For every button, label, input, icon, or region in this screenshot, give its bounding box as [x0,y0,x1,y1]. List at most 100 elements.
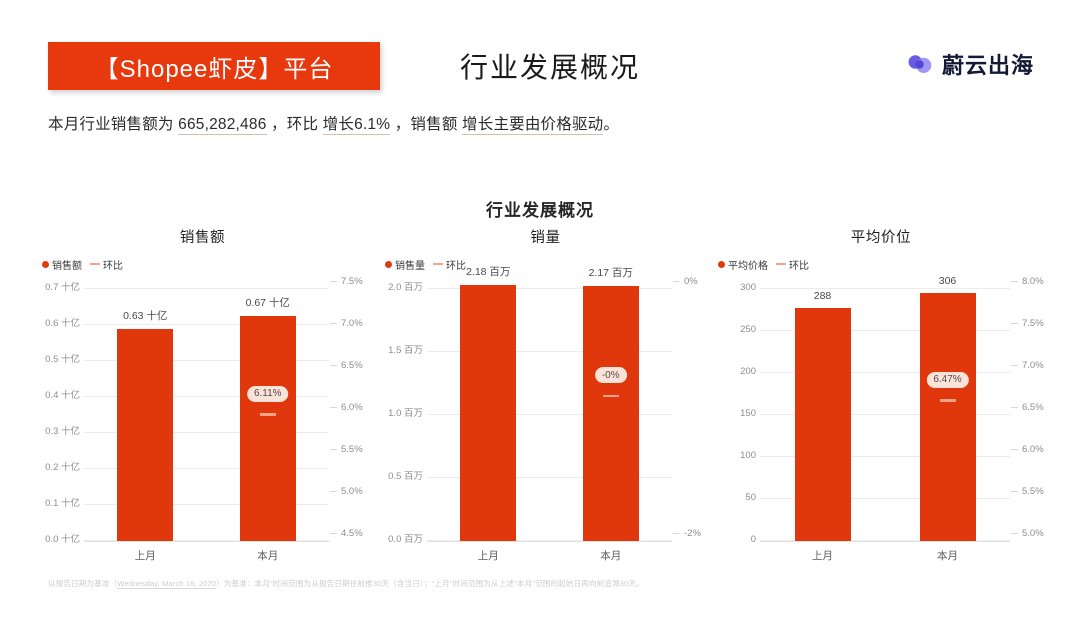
y-axis-tick-label: 0.0 十亿 [45,534,80,545]
summary-sentence: 本月行业销售额为 665,282,486 ，环比 增长6.1% ，销售额 增长主… [48,112,620,135]
y-axis-tick-label: 250 [740,324,756,335]
bar[interactable] [794,307,851,542]
legend-label: 销售量 [395,260,425,272]
bar-group: 0.63 十亿 0.67 十亿 6.11% [84,278,329,542]
grid-line [427,351,672,352]
bar[interactable] [919,293,976,542]
chart-plot-area: 0.7 十亿 0.6 十亿 0.5 十亿 0.4 十亿 0.3 十亿 0.2 十亿 0.1 … [30,277,375,562]
footnote-part1: 以报告日期为基准（ [48,579,118,588]
bar[interactable] [460,284,517,542]
y-axis-tick-label: 0.7 十亿 [45,282,80,293]
grid-line [760,330,1010,331]
legend-label: 平均价格 [728,260,768,272]
y-axis-tick-label: 1.5 百万 [388,345,423,356]
grid-line [84,432,329,433]
y2-axis-tick-label: 7.0% [1011,361,1056,371]
bar-group: 288 306 6.47% [760,275,1010,542]
bar-value-label: 0.67 十亿 [245,296,290,309]
bar[interactable] [117,329,174,542]
y2-axis-tick-label: 7.5% [1011,319,1056,329]
brand-logo: 蔚云出海 [906,48,1034,80]
summary-total-sales: 665,282,486 [178,116,267,135]
platform-banner-label: 【Shopee虾皮】平台 [94,55,334,83]
legend-dash-icon [433,263,443,265]
chart-legend: 平均价格 环比 [718,256,1056,272]
y2-axis-tick-label: 0% [673,277,718,287]
growth-line-marker [939,399,956,402]
chart-panel-sales-volume: 销量 销售量 环比 2.0 百万 1.5 百万 1.0 百万 0.5 百万 0.0 百万 0% -… [373,226,718,562]
grid-line [84,468,329,469]
y2-axis-tick-label: 5.0% [330,487,375,497]
y2-axis-tick-label: -2% [673,529,718,539]
bar-value-label: 2.18 百万 [466,265,511,278]
x-axis: 上月 本月 [427,544,672,564]
x-axis-tick-label: 上月 [812,550,833,562]
grid-line [84,396,329,397]
growth-badge: 6.11% [246,385,289,402]
y2-axis-tick-label: 5.5% [330,445,375,455]
cloud-icon [908,54,932,73]
bar[interactable] [239,315,296,542]
grid-line [427,540,672,541]
x-axis-line [427,541,672,542]
x-axis-line [84,541,329,542]
x-axis-tick-label: 本月 [937,550,958,562]
legend-item-line[interactable]: 环比 [776,257,809,272]
summary-mid2: ，销售额 [394,116,458,133]
grid-line [84,288,329,289]
bar-group: 2.18 百万 2.17 百万 -0% [427,266,672,542]
y2-axis-tick-label: 5.5% [1011,487,1056,497]
chart-plot-area: 2.0 百万 1.5 百万 1.0 百万 0.5 百万 0.0 百万 0% -2% 2.18 … [373,266,718,562]
y2-axis-tick-label: 6.5% [1011,403,1056,413]
legend-dot-icon [385,260,392,268]
y-axis-tick-label: 100 [740,450,756,461]
legend-item-line[interactable]: 环比 [90,257,123,272]
y-axis-tick-label: 50 [745,492,756,503]
growth-badge: 6.47% [926,371,969,388]
y-axis-tick-label: 150 [740,408,756,419]
y2-axis-tick-label: 7.0% [330,319,375,329]
y-axis-tick-label: 300 [740,282,756,293]
grid-line [760,498,1010,499]
chart-title: 平均价位 [850,230,912,246]
slide-header: 【Shopee虾皮】平台 行业发展概况 蔚云出海 [0,0,1080,100]
growth-badge: -0% [594,367,627,384]
y2-axis-tick-label: 6.0% [1011,445,1056,455]
legend-item-bars[interactable]: 销售量 [385,257,425,272]
y-axis-tick-label: 0.6 十亿 [45,318,80,329]
legend-item-bars[interactable]: 销售额 [42,257,82,272]
grid-line [427,414,672,415]
x-axis: 上月 本月 [84,544,329,564]
y-axis-tick-label: 0 [750,534,756,545]
y-axis-tick-label: 0.2 十亿 [45,462,80,473]
chart-panel-sales-amount: 销售额 销售额 环比 0.7 十亿 0.6 十亿 0.5 十亿 0.4 十亿 0.3 十亿 0.… [30,226,375,562]
bar-value-label: 306 [938,275,957,288]
summary-suffix: 。 [603,116,620,133]
grid-line [760,372,1010,373]
legend-item-line[interactable]: 环比 [433,257,466,272]
y2-axis-tick-label: 6.0% [330,403,375,413]
brand-name-label: 蔚云出海 [941,53,1034,78]
bar-value-label: 2.17 百万 [588,266,633,279]
chart-title: 销量 [530,230,561,246]
grid-line [84,504,329,505]
grid-line [84,324,329,325]
bar[interactable] [582,285,639,542]
x-axis: 上月 本月 [760,544,1010,564]
grid-line [760,540,1010,541]
platform-banner: 【Shopee虾皮】平台 [48,42,380,90]
chart-title: 销售额 [179,230,226,246]
x-axis-tick-label: 本月 [600,550,622,562]
footnote-part2: ）为基准：本月"时间范围为从报告日期往前推30天（含当日）；"上月"时间范围为从… [216,579,644,588]
legend-label: 环比 [446,260,466,272]
x-axis-line [760,541,1010,542]
y-axis-tick-label: 0.5 十亿 [45,354,80,365]
grid-line [84,540,329,541]
bar-value-label: 288 [813,289,832,302]
y-axis-tick-label: 2.0 百万 [388,282,423,293]
footnote: 以报告日期为基准（Wednesday, March 18, 2020）为基准：本… [48,578,1048,589]
legend-label: 销售额 [52,260,82,272]
legend-item-bars[interactable]: 平均价格 [718,257,768,272]
y-axis-tick-label: 0.0 百万 [388,534,423,545]
